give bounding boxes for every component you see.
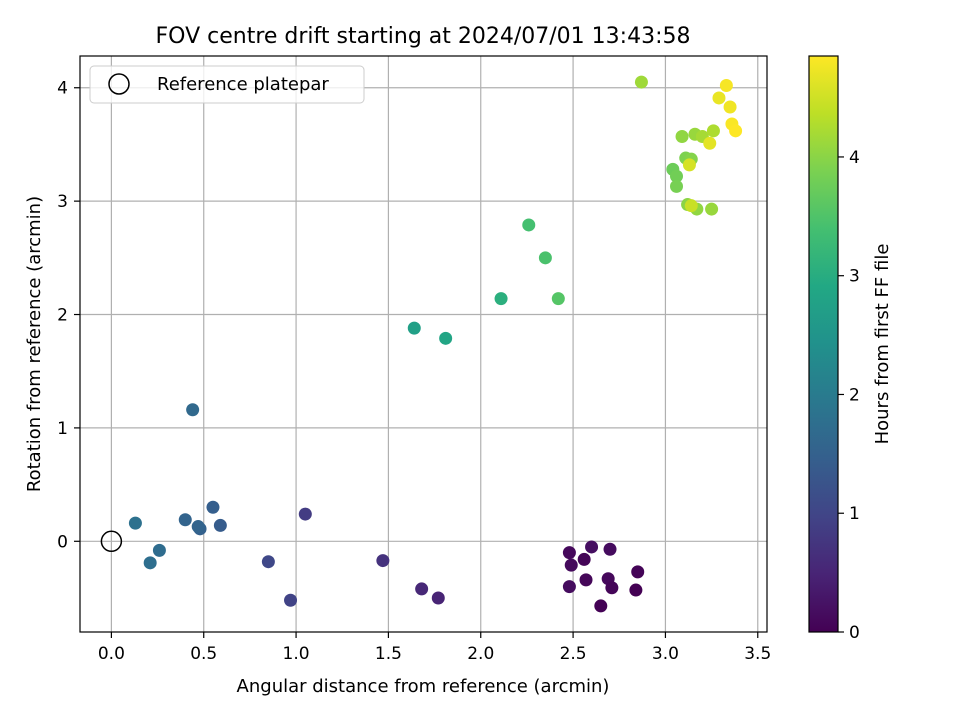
colorbar-tick-label: 3 bbox=[849, 267, 860, 287]
colorbar-ticks: 0 1 2 3 4 bbox=[838, 148, 860, 643]
data-point bbox=[407, 321, 421, 335]
data-point bbox=[631, 565, 645, 579]
x-axis-label: Angular distance from reference (arcmin) bbox=[237, 676, 610, 697]
data-point bbox=[670, 179, 684, 193]
colorbar-tick-label: 2 bbox=[849, 385, 860, 405]
data-point bbox=[494, 292, 508, 306]
data-point bbox=[298, 507, 312, 521]
plot-frame bbox=[79, 55, 768, 633]
data-point bbox=[684, 199, 698, 213]
legend-reference-marker bbox=[108, 73, 130, 95]
data-point bbox=[706, 124, 720, 138]
data-point bbox=[152, 543, 166, 557]
data-point bbox=[605, 581, 619, 595]
legend: Reference platepar bbox=[89, 65, 365, 104]
x-tick-label: 2.0 bbox=[467, 644, 494, 664]
data-point bbox=[579, 573, 593, 587]
y-tick-label: 3 bbox=[57, 192, 68, 212]
data-point bbox=[585, 540, 599, 554]
data-point bbox=[675, 130, 689, 144]
x-tick-label: 2.5 bbox=[560, 644, 587, 664]
legend-entry-label: Reference platepar bbox=[157, 74, 329, 95]
data-point bbox=[178, 513, 192, 527]
data-point bbox=[143, 556, 157, 570]
colorbar-tick-label: 4 bbox=[849, 148, 860, 168]
data-point bbox=[729, 124, 743, 138]
x-tick-label: 1.5 bbox=[375, 644, 402, 664]
data-point bbox=[261, 555, 275, 569]
reference-platepar-marker bbox=[100, 530, 123, 553]
data-point bbox=[213, 518, 227, 532]
x-axis-ticks: 0.0 0.5 1.0 1.5 2.0 2.5 3.0 3.5 bbox=[98, 632, 771, 664]
data-point bbox=[594, 599, 608, 613]
data-point bbox=[538, 251, 552, 265]
colorbar-tick-label: 1 bbox=[849, 504, 860, 524]
y-tick-label: 1 bbox=[57, 419, 68, 439]
data-point bbox=[186, 403, 200, 417]
y-axis-label: Rotation from reference (arcmin) bbox=[24, 196, 45, 492]
data-point bbox=[522, 218, 536, 232]
data-point bbox=[682, 158, 696, 172]
chart-title: FOV centre drift starting at 2024/07/01 … bbox=[156, 24, 691, 49]
data-point bbox=[564, 558, 578, 572]
data-point bbox=[376, 554, 390, 568]
data-point bbox=[562, 546, 576, 560]
grid-lines bbox=[80, 56, 767, 632]
data-point bbox=[128, 516, 142, 530]
data-point bbox=[719, 78, 733, 92]
x-tick-label: 3.0 bbox=[652, 644, 679, 664]
data-point bbox=[577, 552, 591, 566]
colorbar-tick-label: 0 bbox=[849, 623, 860, 643]
data-points bbox=[100, 75, 743, 613]
data-point bbox=[629, 583, 643, 597]
data-point bbox=[603, 542, 617, 556]
colorbar-label: Hours from first FF file bbox=[872, 244, 893, 445]
data-point bbox=[705, 202, 719, 216]
y-axis-ticks: 0 1 2 3 4 bbox=[57, 79, 80, 552]
y-tick-label: 0 bbox=[57, 532, 68, 552]
x-tick-label: 1.0 bbox=[283, 644, 310, 664]
data-point bbox=[191, 520, 205, 534]
x-tick-label: 0.5 bbox=[190, 644, 217, 664]
data-point bbox=[206, 500, 220, 514]
data-point bbox=[551, 292, 565, 306]
x-tick-label: 3.5 bbox=[744, 644, 771, 664]
data-point bbox=[562, 580, 576, 594]
data-point bbox=[439, 331, 453, 345]
data-point bbox=[634, 75, 648, 89]
x-tick-label: 0.0 bbox=[98, 644, 125, 664]
data-point bbox=[712, 91, 726, 105]
data-point bbox=[431, 591, 445, 605]
y-tick-label: 4 bbox=[57, 79, 68, 99]
colorbar-gradient bbox=[808, 55, 839, 633]
data-point bbox=[415, 582, 429, 596]
data-point bbox=[284, 593, 298, 607]
legend-box bbox=[89, 65, 365, 104]
data-point bbox=[703, 136, 717, 150]
data-point bbox=[670, 169, 684, 183]
data-point bbox=[723, 100, 737, 114]
colorbar: 0 1 2 3 4 Hours from first FF file bbox=[808, 55, 893, 643]
y-tick-label: 2 bbox=[57, 306, 68, 326]
